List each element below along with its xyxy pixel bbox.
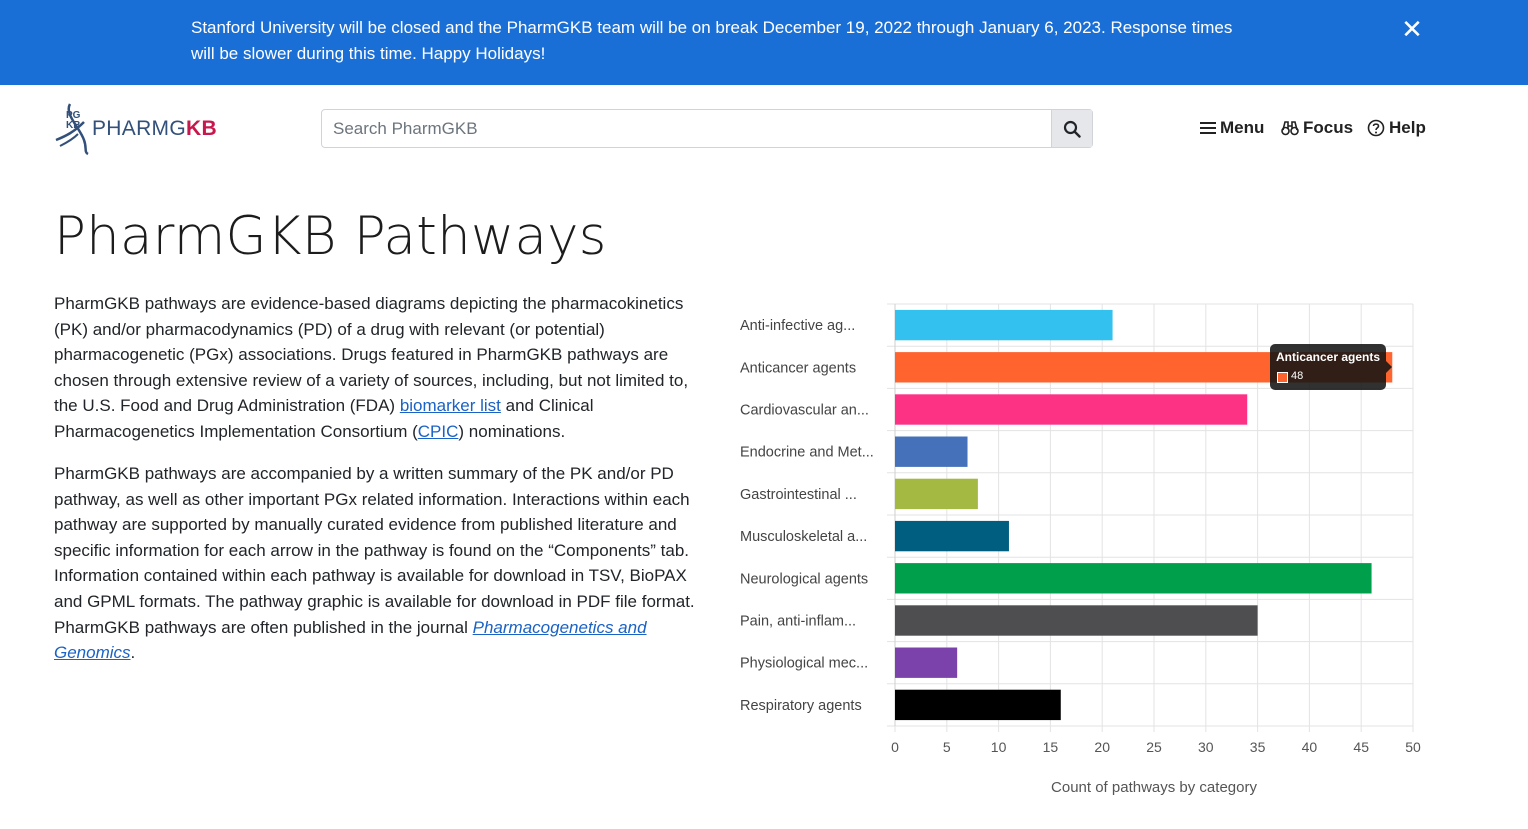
summary-paragraph: PharmGKB pathways are accompanied by a w… — [54, 461, 704, 666]
category-label: Cardiovascular an... — [740, 403, 869, 419]
biomarker-list-link[interactable]: biomarker list — [399, 396, 501, 416]
pharmgkb-logo-mark-icon: PG KB — [55, 103, 89, 156]
binoculars-icon — [1281, 121, 1299, 136]
intro-text-2: and Clinical Pharmacogenetics Implementa… — [54, 396, 594, 441]
focus-button[interactable]: Focus — [1281, 116, 1353, 140]
category-label: Endocrine and Met... — [740, 445, 874, 461]
hamburger-icon — [1200, 122, 1216, 134]
announcement-banner: Stanford University will be closed and t… — [0, 0, 1528, 85]
x-tick-label: 50 — [1405, 739, 1421, 755]
pharmgkb-logo[interactable]: PG KB PHARMGKB — [54, 102, 224, 156]
search-input[interactable] — [322, 110, 1052, 147]
chart-tooltip: Anticancer agents 48 — [1270, 344, 1392, 390]
category-label: Musculoskeletal a... — [740, 529, 867, 545]
x-tick-label: 35 — [1250, 739, 1266, 755]
question-circle-icon — [1367, 119, 1385, 137]
bar[interactable] — [895, 689, 1061, 721]
x-axis-title: Count of pathways by category — [1051, 779, 1257, 796]
menu-label: Menu — [1220, 118, 1265, 137]
search-button[interactable] — [1051, 110, 1092, 147]
cpic-link[interactable]: CPIC — [417, 421, 459, 441]
category-label: Physiological mec... — [740, 656, 868, 672]
x-tick-label: 40 — [1302, 739, 1318, 755]
tooltip-value: 48 — [1291, 370, 1304, 382]
category-label: Anticancer agents — [740, 360, 856, 376]
x-tick-label: 25 — [1146, 739, 1162, 755]
logo-kb-text: KB — [185, 117, 217, 140]
logo-pharmg-text: PHARMG — [92, 117, 186, 140]
bar[interactable] — [895, 563, 1372, 594]
search-bar — [321, 109, 1093, 148]
page-title: PharmGKB Pathways — [54, 206, 607, 267]
bar[interactable] — [895, 394, 1248, 425]
close-icon[interactable]: ✕ — [1401, 14, 1423, 44]
x-tick-label: 15 — [1043, 739, 1059, 755]
x-tick-label: 0 — [891, 739, 899, 755]
intro-text-1: PharmGKB pathways are evidence-based dia… — [54, 294, 689, 416]
summary-text-1: PharmGKB pathways are accompanied by a w… — [54, 464, 695, 637]
bar[interactable] — [895, 647, 958, 678]
banner-text: Stanford University will be closed and t… — [191, 18, 1233, 63]
chart-svg: 0 5 10 15 20 25 30 35 40 45 50 Anti-infective ag...… — [740, 303, 1421, 796]
focus-label: Focus — [1303, 118, 1354, 137]
category-label: Pain, anti-inflam... — [740, 614, 856, 630]
tooltip-arrow — [1386, 361, 1392, 373]
pathways-bar-chart: 0 5 10 15 20 25 30 35 40 45 50 Anti-infective ag...… — [730, 296, 1450, 806]
bar[interactable] — [895, 309, 1113, 341]
journal-link[interactable]: Pharmacogenetics and Genomics — [54, 617, 647, 663]
bar[interactable] — [895, 520, 1009, 552]
x-tick-label: 20 — [1094, 739, 1110, 755]
category-label: Respiratory agents — [740, 698, 862, 714]
x-tick-label: 5 — [943, 739, 951, 755]
bar[interactable] — [895, 478, 978, 510]
help-label: Help — [1389, 118, 1426, 137]
tooltip-swatch — [1277, 372, 1288, 383]
tooltip-title: Anticancer agents — [1276, 350, 1381, 364]
svg-text:PG: PG — [66, 110, 81, 121]
summary-text-2: . — [130, 643, 136, 663]
logo-wordmark: PHARMGKB — [92, 117, 217, 141]
x-tick-label: 30 — [1198, 739, 1214, 755]
intro-paragraph: PharmGKB pathways are evidence-based dia… — [54, 291, 704, 445]
menu-button[interactable]: Menu — [1200, 116, 1264, 140]
category-label: Anti-infective ag... — [740, 318, 855, 334]
bar[interactable] — [895, 436, 968, 467]
help-button[interactable]: Help — [1367, 116, 1426, 140]
category-label: Neurological agents — [740, 571, 868, 587]
category-label: Gastrointestinal ... — [740, 487, 857, 503]
search-icon — [1063, 120, 1081, 138]
bar[interactable] — [895, 605, 1258, 636]
intro-text-3: ) nominations. — [458, 421, 566, 441]
svg-text:KB: KB — [66, 120, 80, 131]
x-tick-label: 10 — [991, 739, 1007, 755]
x-tick-label: 45 — [1353, 739, 1369, 755]
